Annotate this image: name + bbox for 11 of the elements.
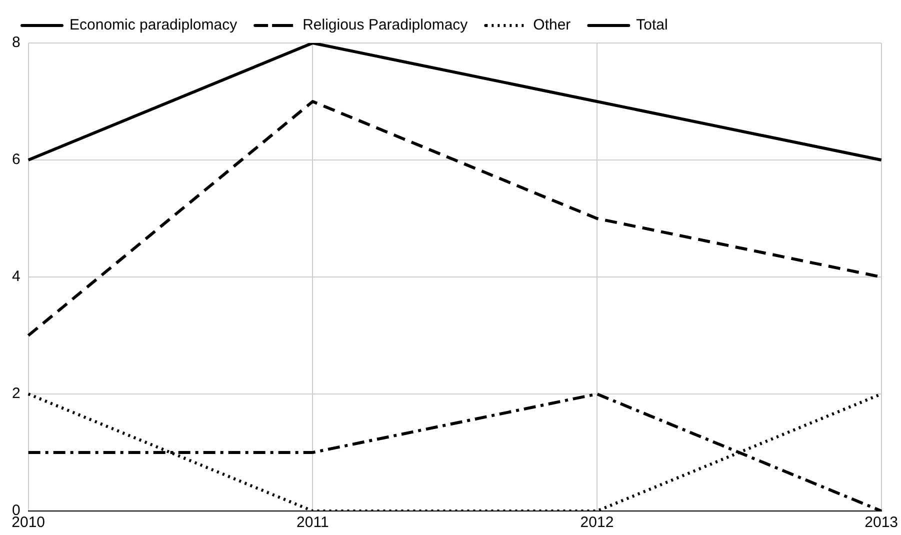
legend-label: Religious Paradiplomacy <box>302 16 468 34</box>
x-tick-label: 2012 <box>580 514 614 532</box>
y-tick-label: 2 <box>12 385 20 402</box>
y-tick-label: 4 <box>12 268 20 286</box>
x-tick-label: 2013 <box>864 514 898 532</box>
y-tick-label: 8 <box>12 34 20 52</box>
y-tick-label: 6 <box>12 151 20 168</box>
legend-label: Economic paradiplomacy <box>70 16 238 34</box>
legend-label: Total <box>636 16 668 34</box>
x-tick-label: 2011 <box>296 514 329 532</box>
legend-label: Other <box>533 16 571 34</box>
